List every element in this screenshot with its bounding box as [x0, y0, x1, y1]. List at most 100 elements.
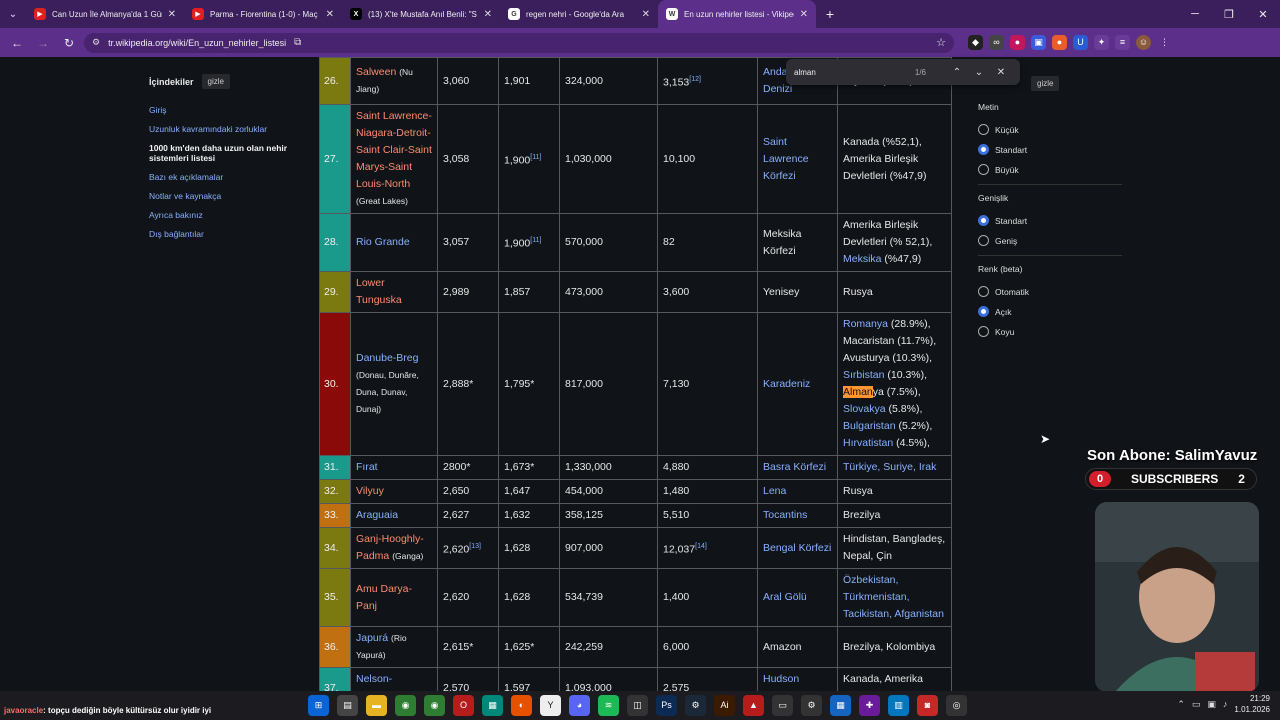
- app-icon[interactable]: ◫: [627, 695, 648, 716]
- toc-item[interactable]: Ayrıca bakınız: [149, 210, 203, 220]
- bookmark-star-icon[interactable]: ☆: [936, 37, 946, 49]
- toc-hide-button[interactable]: gizle: [201, 74, 230, 89]
- app-icon[interactable]: ▦: [482, 695, 503, 716]
- river-name-link[interactable]: Araguaia: [356, 509, 399, 521]
- tab-close-icon[interactable]: ✕: [641, 8, 650, 20]
- tab-close-icon[interactable]: ✕: [167, 8, 176, 20]
- close-window-icon[interactable]: ✕: [1258, 8, 1268, 21]
- extension-icon[interactable]: U: [1073, 35, 1088, 50]
- toc-item[interactable]: Giriş: [149, 105, 167, 115]
- extension-icon[interactable]: ∞: [989, 35, 1004, 50]
- app-icon[interactable]: Y: [540, 695, 561, 716]
- radio-option[interactable]: Otomatik: [978, 286, 1122, 297]
- toc-item[interactable]: Notlar ve kaynakça: [149, 191, 222, 201]
- app-icon[interactable]: ▦: [830, 695, 851, 716]
- extension-icon[interactable]: ●: [1052, 35, 1067, 50]
- find-input[interactable]: alman: [794, 67, 816, 77]
- radio-option[interactable]: Geniş: [978, 235, 1122, 246]
- radio-option[interactable]: Büyük: [978, 164, 1122, 175]
- radio-icon[interactable]: [978, 164, 989, 175]
- app-icon[interactable]: ✚: [859, 695, 880, 716]
- river-name-link[interactable]: Vilyuy: [356, 485, 384, 497]
- maximize-icon[interactable]: ❐: [1224, 8, 1234, 21]
- river-name-link[interactable]: Amu Darya-Panj: [356, 582, 413, 612]
- photoshop-icon[interactable]: Ps: [656, 695, 677, 716]
- media-icon[interactable]: ≡: [1115, 35, 1130, 50]
- extension-icon[interactable]: ◆: [968, 35, 983, 50]
- mouth-link[interactable]: Bengal Körfezi: [763, 541, 832, 554]
- spotify-icon[interactable]: ≋: [598, 695, 619, 716]
- river-name-link[interactable]: Rio Grande: [356, 236, 410, 248]
- river-name-link[interactable]: Fırat: [356, 461, 378, 473]
- chrome-icon[interactable]: ◉: [395, 695, 416, 716]
- app-icon[interactable]: ▤: [337, 695, 358, 716]
- tab-close-icon[interactable]: ✕: [325, 8, 334, 20]
- tools-hide-button[interactable]: gizle: [1031, 76, 1060, 91]
- radio-option[interactable]: Standart: [978, 144, 1122, 155]
- new-tab-button[interactable]: +: [825, 6, 835, 22]
- menu-icon[interactable]: ⋮: [1160, 37, 1169, 47]
- find-close-icon[interactable]: ✕: [996, 66, 1006, 78]
- tray-app-icon[interactable]: ▭: [1191, 698, 1201, 709]
- translate-icon[interactable]: ⧉: [294, 37, 302, 48]
- mouth-link[interactable]: Hudson Körfezi: [763, 673, 800, 691]
- volume-icon[interactable]: ♪: [1222, 699, 1228, 709]
- mouth-link[interactable]: Basra Körfezi: [763, 461, 827, 473]
- tab-close-icon[interactable]: ✕: [483, 8, 492, 20]
- address-bar[interactable]: ⚙ tr.wikipedia.org/wiki/En_uzun_nehirler…: [84, 32, 954, 53]
- profile-avatar-icon[interactable]: ☺: [1136, 35, 1151, 50]
- mouth-link[interactable]: Aral Gölü: [763, 591, 807, 603]
- chrome-icon[interactable]: ◉: [424, 695, 445, 716]
- find-next-icon[interactable]: ⌄: [974, 66, 984, 78]
- steam-icon[interactable]: ⚙: [685, 695, 706, 716]
- settings-icon[interactable]: ⚙: [801, 695, 822, 716]
- app-icon[interactable]: ▥: [888, 695, 909, 716]
- browser-tab[interactable]: ▶ Can Uzun İle Almanya'da 1 Gün ✕: [26, 0, 184, 28]
- illustrator-icon[interactable]: Ai: [714, 695, 735, 716]
- find-previous-icon[interactable]: ⌃: [952, 66, 962, 78]
- toc-item[interactable]: Dış bağlantılar: [149, 229, 204, 239]
- discord-icon[interactable]: ◕: [569, 695, 590, 716]
- river-name-link[interactable]: Lower Tunguska: [356, 277, 402, 306]
- opera-icon[interactable]: O: [453, 695, 474, 716]
- folder-icon[interactable]: ▬: [366, 695, 387, 716]
- radio-option[interactable]: Açık: [978, 306, 1122, 317]
- browser-tab[interactable]: W En uzun nehirler listesi - Vikiped ✕: [658, 0, 816, 28]
- site-info-icon[interactable]: ⚙: [92, 37, 101, 47]
- tab-search-icon[interactable]: ⌄: [8, 8, 18, 20]
- back-icon[interactable]: ←: [11, 35, 23, 50]
- toc-item[interactable]: Bazı ek açıklamalar: [149, 172, 224, 182]
- firefox-icon[interactable]: ◐: [511, 695, 532, 716]
- reference-link[interactable]: [11]: [530, 153, 542, 161]
- minimize-icon[interactable]: ─: [1191, 7, 1199, 20]
- reference-link[interactable]: [11]: [530, 237, 542, 245]
- app-icon[interactable]: ◙: [917, 695, 938, 716]
- clock[interactable]: 21:29 1.01.2026: [1234, 693, 1270, 715]
- river-name-link[interactable]: Ganj-Hooghly-Padma: [356, 533, 424, 562]
- river-name-link[interactable]: Danube-Breg: [356, 352, 419, 364]
- start-icon[interactable]: ⊞: [308, 695, 329, 716]
- browser-tab[interactable]: ▶ Parma - Fiorentina (1-0) - Maç ✕: [184, 0, 342, 28]
- radio-icon[interactable]: [978, 235, 989, 246]
- forward-icon[interactable]: →: [37, 35, 49, 50]
- mouth-link[interactable]: Karadeniz: [763, 377, 811, 390]
- river-name-link[interactable]: Salween: [356, 66, 397, 78]
- extension-icon[interactable]: ●: [1010, 35, 1025, 50]
- mouth-link[interactable]: Saint Lawrence Körfezi: [763, 135, 809, 182]
- radio-icon[interactable]: [978, 215, 989, 226]
- network-icon[interactable]: ▣: [1207, 698, 1216, 709]
- reload-icon[interactable]: ↻: [63, 35, 75, 50]
- mouth-link[interactable]: Lena: [763, 485, 787, 497]
- app-icon[interactable]: ▭: [772, 695, 793, 716]
- extension-icon[interactable]: ▣: [1031, 35, 1046, 50]
- mouth-link[interactable]: Tocantins: [763, 509, 808, 521]
- extensions-puzzle-icon[interactable]: ✦: [1094, 35, 1109, 50]
- toc-item[interactable]: 1000 km'den daha uzun olan nehir sisteml…: [149, 143, 288, 163]
- app-icon[interactable]: ◎: [946, 695, 967, 716]
- acrobat-icon[interactable]: ▲: [743, 695, 764, 716]
- radio-icon[interactable]: [978, 286, 989, 297]
- radio-icon[interactable]: [978, 326, 989, 337]
- radio-icon[interactable]: [978, 306, 989, 317]
- river-name-link[interactable]: Nelson-Saskatchewan: [356, 673, 424, 691]
